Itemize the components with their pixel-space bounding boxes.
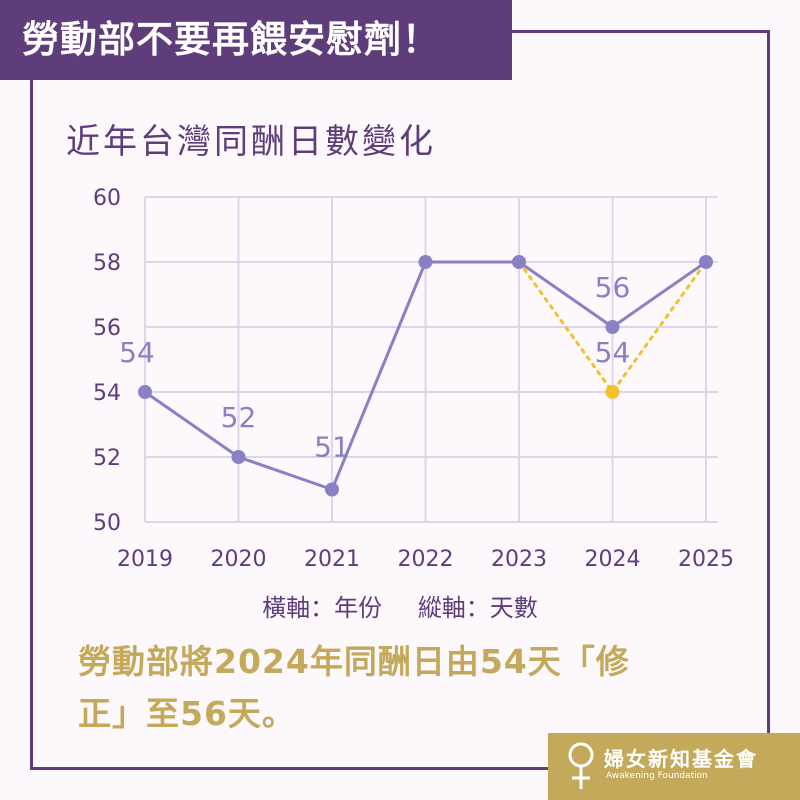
y-tick-label: 56 xyxy=(93,316,121,341)
series-line-corrected xyxy=(517,260,708,394)
data-point xyxy=(605,385,620,399)
data-label: 54 xyxy=(595,336,631,369)
y-tick-label: 58 xyxy=(93,251,121,276)
x-tick-label: 2024 xyxy=(585,547,641,572)
data-point xyxy=(138,385,152,399)
y-tick-label: 52 xyxy=(93,446,121,471)
x-tick-label: 2022 xyxy=(398,547,454,572)
data-point xyxy=(325,482,339,497)
data-label: 52 xyxy=(221,401,257,434)
y-tick-label: 60 xyxy=(93,186,121,211)
y-axis-caption: 縱軸：天數 xyxy=(417,594,538,622)
note-line-1: 勞動部將2024年同酬日由54天「修 xyxy=(78,642,630,681)
data-point xyxy=(605,320,620,334)
chart-title: 近年台灣同酬日數變化 xyxy=(66,122,436,162)
data-point xyxy=(699,255,713,269)
data-point xyxy=(512,255,526,269)
x-tick-label: 2023 xyxy=(491,547,547,572)
x-axis-caption: 橫軸：年份 xyxy=(262,594,383,622)
x-tick-label: 2021 xyxy=(304,547,360,572)
y-tick-label: 54 xyxy=(93,381,121,406)
logo-subtitle: Awakening Foundation xyxy=(606,771,708,781)
data-point xyxy=(231,450,246,464)
banner-title: 勞動部不要再餵安慰劑！ xyxy=(0,0,512,80)
x-tick-label: 2025 xyxy=(678,547,734,572)
data-label: 51 xyxy=(314,431,350,464)
x-tick-label: 2020 xyxy=(211,547,267,572)
logo-name: 婦女新知基金會 xyxy=(604,747,758,771)
venus-symbol-icon xyxy=(568,742,594,789)
note-text: 勞動部將2024年同酬日由54天「修 正」至56天。 xyxy=(78,636,738,740)
y-tick-label: 50 xyxy=(93,511,121,536)
data-label: 56 xyxy=(595,271,631,304)
data-point xyxy=(418,255,433,269)
axis-caption: 橫軸：年份 縱軸：天數 xyxy=(0,588,800,623)
data-label: 54 xyxy=(119,336,155,369)
note-line-2: 正」至56天。 xyxy=(78,694,296,733)
foundation-logo: 婦女新知基金會 Awakening Foundation xyxy=(548,733,800,800)
x-tick-label: 2019 xyxy=(117,547,173,572)
